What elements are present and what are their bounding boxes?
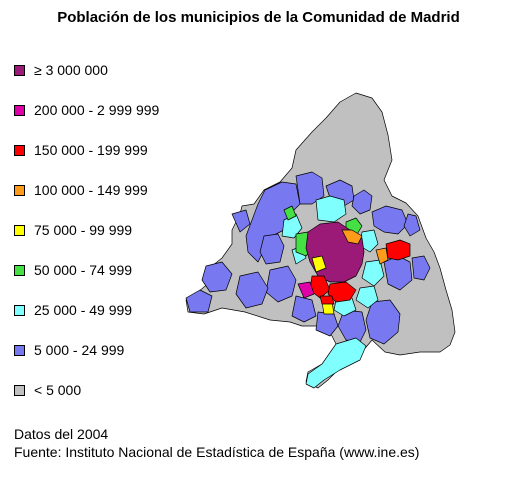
region-blue-ne2 [403, 213, 421, 237]
footer-source: Fuente: Instituto Nacional de Estadístic… [14, 444, 420, 460]
legend-swatch-4 [14, 224, 25, 236]
region-yellow-pozuelo [311, 255, 327, 273]
region-blue-se [365, 299, 401, 345]
region-cyan-se [355, 285, 379, 309]
region-cyan-aranjuez [305, 337, 367, 389]
legend-swatch-3 [14, 184, 25, 196]
region-red-south2 [327, 281, 357, 303]
legend-item-8: < 5 000 [14, 381, 81, 399]
legend-label-1: 200 000 - 2 999 999 [34, 102, 160, 118]
region-blue-north2 [351, 189, 373, 215]
region-blue-west2 [231, 209, 251, 233]
legend-label-0: ≥ 3 000 000 [34, 62, 108, 78]
legend-item-1: 200 000 - 2 999 999 [14, 101, 159, 119]
region-orange-alcobendas [341, 229, 363, 245]
region-red-south3 [319, 295, 335, 305]
legend-label-7: 5 000 - 24 999 [34, 342, 125, 358]
legend-label-6: 25 000 - 49 999 [34, 302, 133, 318]
region-cyan-north [315, 195, 347, 223]
legend-label-3: 100 000 - 149 999 [34, 182, 148, 198]
legend-item-3: 100 000 - 149 999 [14, 181, 148, 199]
region-orange-torrejon [375, 247, 389, 265]
region-red-alcala [385, 239, 411, 261]
region-cyan-east [361, 259, 385, 287]
region-blue-east2 [411, 255, 431, 281]
legend-swatch-1 [14, 104, 25, 116]
region-blue-far-sw [201, 261, 233, 293]
region-magenta-mostoles [297, 281, 315, 299]
legend-swatch-0 [14, 64, 25, 76]
region-blue-nw [295, 171, 325, 205]
legend-item-2: 150 000 - 199 999 [14, 141, 148, 159]
region-blue-sw2 [235, 271, 269, 309]
legend-swatch-8 [14, 384, 25, 396]
legend-item-6: 25 000 - 49 999 [14, 301, 132, 319]
legend-item-0: ≥ 3 000 000 [14, 61, 108, 79]
region-blue-far-sw2 [185, 289, 213, 313]
legend-swatch-7 [14, 344, 25, 356]
legend-label-5: 50 000 - 74 999 [34, 262, 133, 278]
legend-item-4: 75 000 - 99 999 [14, 221, 132, 239]
legend-item-7: 5 000 - 24 999 [14, 341, 124, 359]
legend-swatch-2 [14, 144, 25, 156]
region-blue-ne [371, 205, 409, 235]
region-blue-sw3 [291, 295, 317, 323]
legend-swatch-5 [14, 264, 25, 276]
region-green-nw [283, 205, 297, 221]
legend-label-8: < 5 000 [34, 382, 82, 398]
legend-label-4: 75 000 - 99 999 [34, 222, 133, 238]
footer-date: Datos del 2004 [14, 426, 109, 442]
region-blue-sw4 [259, 233, 285, 265]
map-title: Población de los municipios de la Comuni… [57, 9, 460, 26]
legend-swatch-6 [14, 304, 25, 316]
legend-item-5: 50 000 - 74 999 [14, 261, 132, 279]
legend-label-2: 150 000 - 199 999 [34, 142, 148, 158]
